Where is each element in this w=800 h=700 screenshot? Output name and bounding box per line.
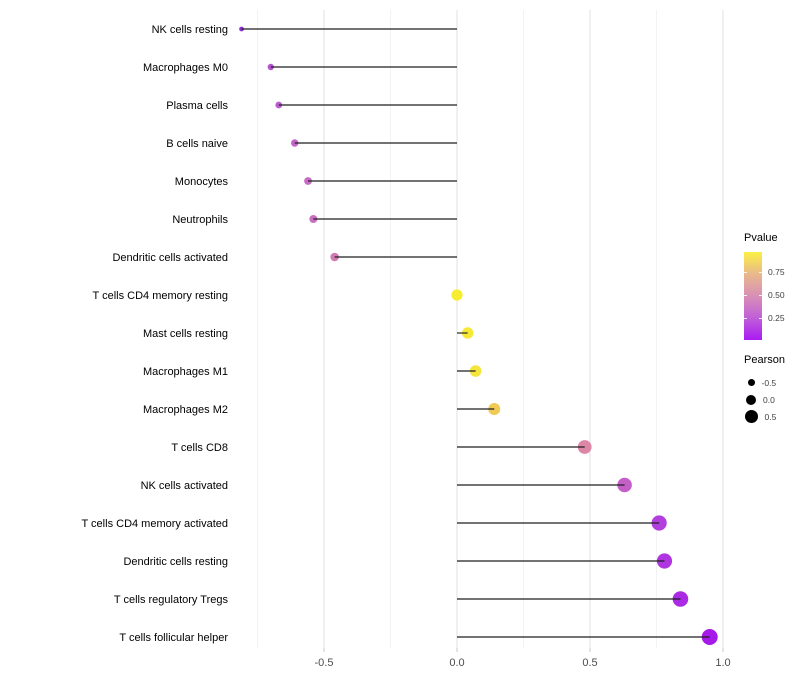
pvalue-gradient-tick — [759, 295, 762, 297]
category-label: Neutrophils — [172, 214, 228, 226]
pearson-size-dot — [744, 410, 758, 423]
category-label: Dendritic cells activated — [112, 252, 228, 264]
pearson-size-legend: Pearson -0.5 0.0 0.5 — [744, 354, 800, 425]
pvalue-gradient-tick — [744, 295, 747, 297]
x-axis-tick-label: 1.0 — [715, 657, 730, 669]
pvalue-gradient-bar — [744, 252, 762, 340]
pearson-legend-title: Pearson — [744, 354, 785, 366]
pvalue-gradient-legend: 0.75 0.50 0.25 — [744, 252, 785, 340]
pearson-size-item: -0.5 — [744, 374, 800, 391]
pvalue-gradient-tick — [744, 272, 747, 274]
data-point — [451, 289, 463, 301]
category-label: T cells regulatory Tregs — [114, 594, 229, 606]
category-label: Dendritic cells resting — [123, 556, 228, 568]
category-label: Macrophages M0 — [143, 62, 228, 74]
pearson-size-dot — [747, 379, 755, 386]
pvalue-tick-label: 0.25 — [768, 312, 785, 323]
category-label: Macrophages M2 — [143, 404, 228, 416]
pvalue-gradient-tick — [744, 317, 747, 319]
pvalue-gradient-tick — [759, 272, 762, 274]
pvalue-gradient-tick — [759, 317, 762, 319]
category-label: T cells CD4 memory resting — [93, 290, 229, 302]
category-label: NK cells activated — [141, 480, 228, 492]
pvalue-legend-title: Pvalue — [744, 232, 778, 244]
pearson-size-label: 0.0 — [763, 394, 775, 405]
pvalue-tick-label: 0.75 — [768, 267, 785, 278]
x-axis-tick-label: -0.5 — [315, 657, 334, 669]
pearson-size-label: 0.5 — [764, 411, 777, 422]
category-label: Monocytes — [175, 176, 229, 188]
category-label: B cells naive — [166, 138, 228, 150]
x-axis-tick-label: 0.5 — [582, 657, 597, 669]
pearson-size-item: 0.5 — [744, 408, 800, 425]
category-label: Plasma cells — [166, 100, 228, 112]
pearson-size-item: 0.0 — [744, 391, 800, 408]
data-point — [651, 515, 667, 531]
category-label: NK cells resting — [152, 24, 228, 36]
category-label: T cells CD8 — [171, 442, 228, 454]
category-label: T cells follicular helper — [119, 632, 228, 644]
pearson-size-dot — [746, 394, 756, 405]
chart-legend: Pvalue 0.75 0.50 0.25 Pearson -0.5 0.0 0.5 — [744, 232, 800, 425]
pearson-size-label: -0.5 — [761, 377, 777, 388]
x-axis-tick-label: 0.0 — [449, 657, 464, 669]
category-label: T cells CD4 memory activated — [81, 518, 228, 530]
pvalue-tick-label: 0.50 — [768, 290, 785, 301]
category-label: Mast cells resting — [143, 328, 228, 340]
category-label: Macrophages M1 — [143, 366, 228, 378]
